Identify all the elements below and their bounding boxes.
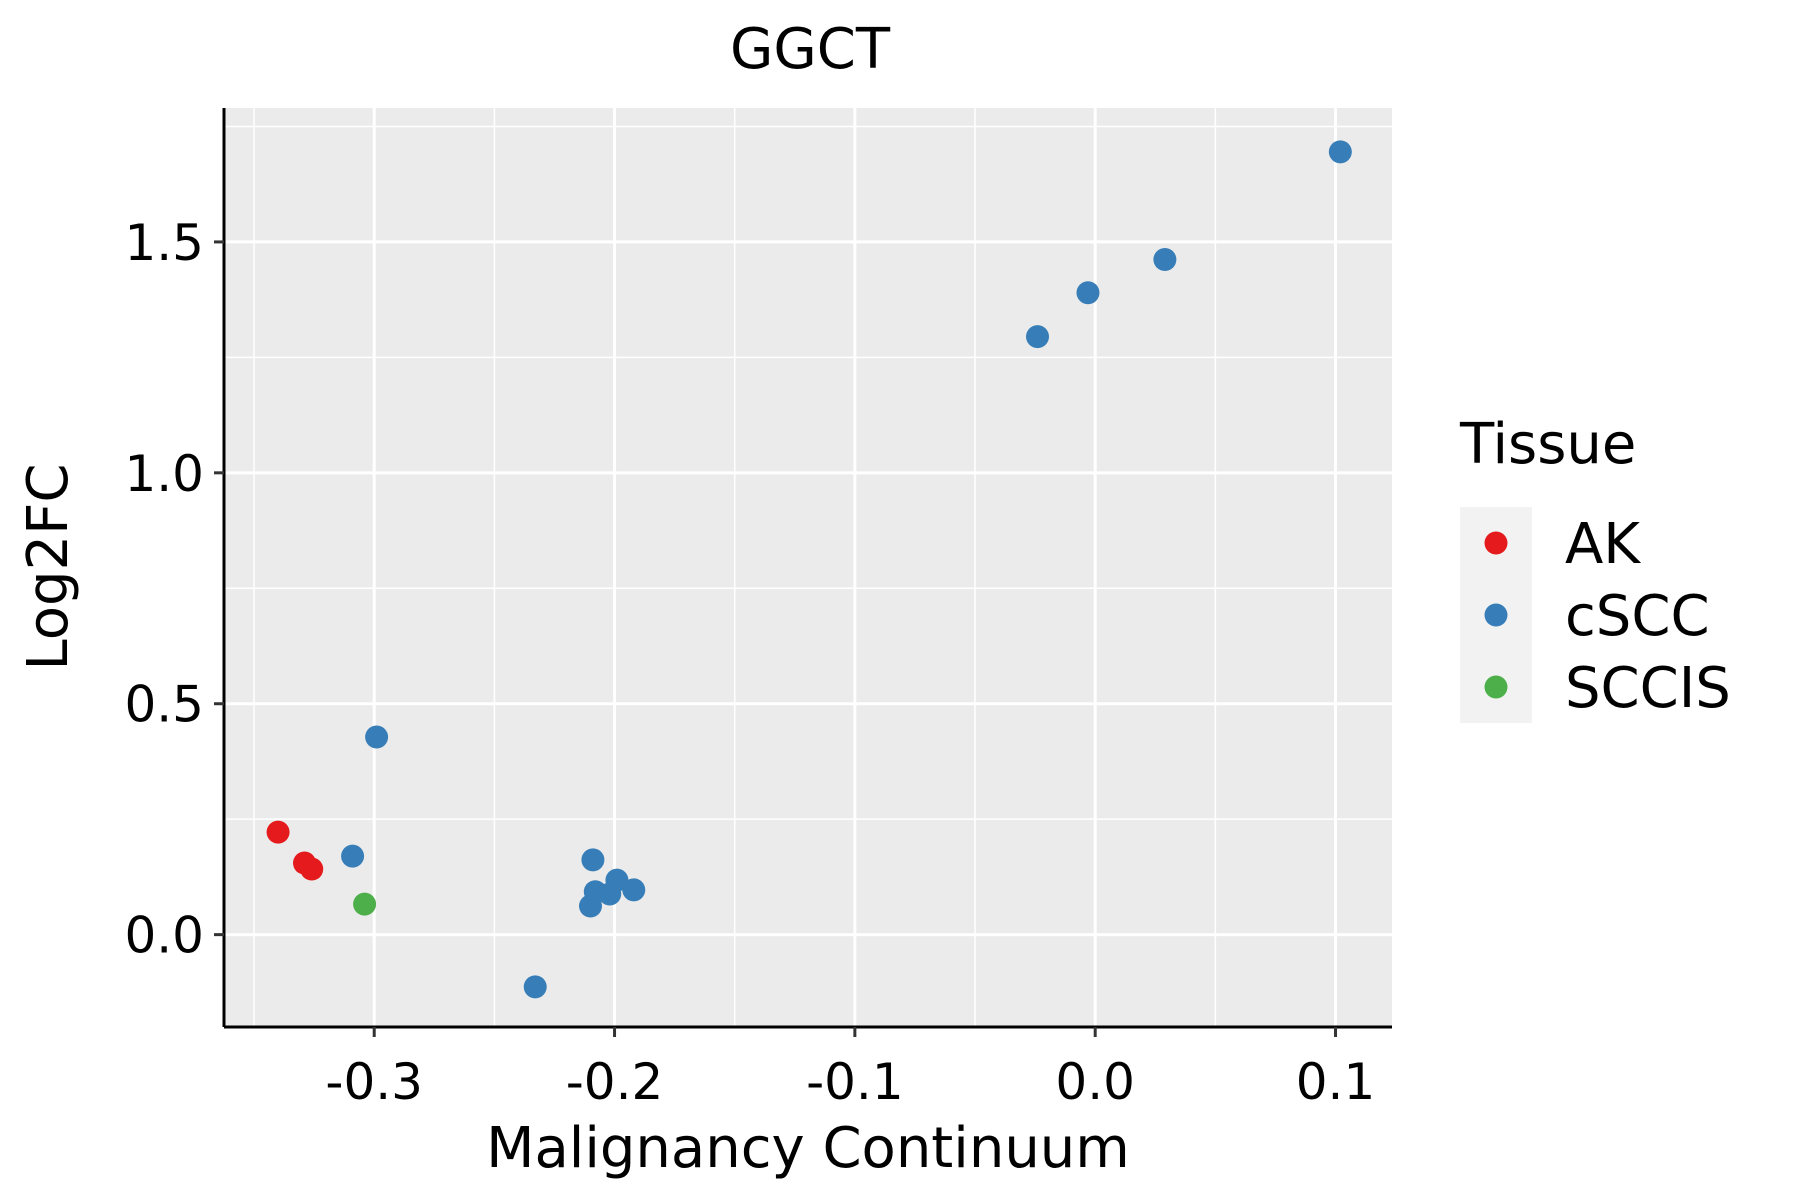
legend: Tissue AK cSCC SCCIS	[1459, 412, 1731, 723]
data-point-ak	[300, 857, 324, 881]
data-point-cscc	[341, 844, 365, 868]
y-axis-title: Log2FC	[16, 464, 81, 671]
data-point-cscc	[523, 975, 547, 999]
legend-title: Tissue	[1459, 412, 1636, 477]
data-point-cscc	[1153, 247, 1177, 271]
legend-items: AK cSCC SCCIS	[1484, 512, 1731, 721]
data-point-cscc	[579, 894, 603, 918]
data-point-sccis	[353, 892, 377, 916]
plot-panel	[224, 108, 1392, 1027]
legend-label: SCCIS	[1565, 656, 1731, 721]
y-tick-label: 0.5	[124, 676, 204, 734]
legend-key-sccis	[1484, 675, 1508, 699]
y-tick-label: 0.0	[124, 907, 204, 965]
legend-label: AK	[1565, 512, 1641, 577]
data-point-cscc	[622, 878, 646, 902]
data-point-ak	[266, 820, 290, 844]
chart-title: GGCT	[730, 17, 891, 82]
legend-key-cscc	[1484, 603, 1508, 627]
legend-label: cSCC	[1565, 584, 1710, 649]
x-tick-label: 0.0	[1055, 1053, 1135, 1111]
x-tick-label: -0.1	[806, 1053, 904, 1111]
legend-key-ak	[1484, 531, 1508, 555]
y-axis-ticks: 0.0 0.5 1.0 1.5	[124, 214, 224, 965]
data-points	[266, 140, 1352, 999]
data-point-cscc	[365, 725, 389, 749]
x-tick-label: -0.3	[325, 1053, 423, 1111]
x-axis-ticks: -0.3 -0.2 -0.1 0.0 0.1	[325, 1027, 1375, 1111]
y-tick-label: 1.5	[124, 214, 204, 272]
data-point-cscc	[581, 848, 605, 872]
major-gridlines	[224, 108, 1392, 1027]
x-axis-title: Malignancy Continuum	[486, 1116, 1130, 1181]
data-point-cscc	[1026, 325, 1050, 349]
minor-gridlines	[224, 108, 1392, 1027]
x-tick-label: 0.1	[1296, 1053, 1376, 1111]
x-tick-label: -0.2	[566, 1053, 664, 1111]
data-point-cscc	[598, 882, 622, 906]
data-point-cscc	[1076, 281, 1100, 305]
y-tick-label: 1.0	[124, 445, 204, 503]
data-point-cscc	[1328, 140, 1352, 164]
